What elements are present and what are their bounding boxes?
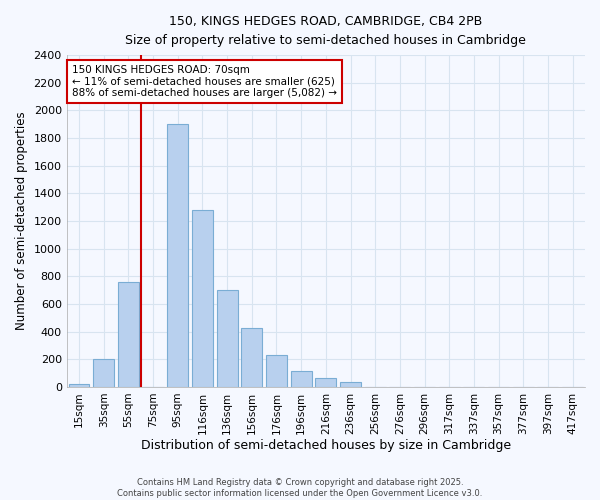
Text: Contains HM Land Registry data © Crown copyright and database right 2025.
Contai: Contains HM Land Registry data © Crown c… xyxy=(118,478,482,498)
X-axis label: Distribution of semi-detached houses by size in Cambridge: Distribution of semi-detached houses by … xyxy=(141,440,511,452)
Text: 150 KINGS HEDGES ROAD: 70sqm
← 11% of semi-detached houses are smaller (625)
88%: 150 KINGS HEDGES ROAD: 70sqm ← 11% of se… xyxy=(72,65,337,98)
Y-axis label: Number of semi-detached properties: Number of semi-detached properties xyxy=(15,112,28,330)
Bar xyxy=(290,371,311,387)
Bar xyxy=(192,210,213,387)
Bar xyxy=(167,124,188,387)
Bar xyxy=(316,378,337,387)
Bar xyxy=(241,328,262,387)
Bar xyxy=(217,290,238,387)
Bar xyxy=(118,282,139,387)
Bar xyxy=(68,384,89,387)
Bar xyxy=(93,360,114,387)
Title: 150, KINGS HEDGES ROAD, CAMBRIDGE, CB4 2PB
Size of property relative to semi-det: 150, KINGS HEDGES ROAD, CAMBRIDGE, CB4 2… xyxy=(125,15,526,47)
Bar xyxy=(340,382,361,387)
Bar xyxy=(266,355,287,387)
